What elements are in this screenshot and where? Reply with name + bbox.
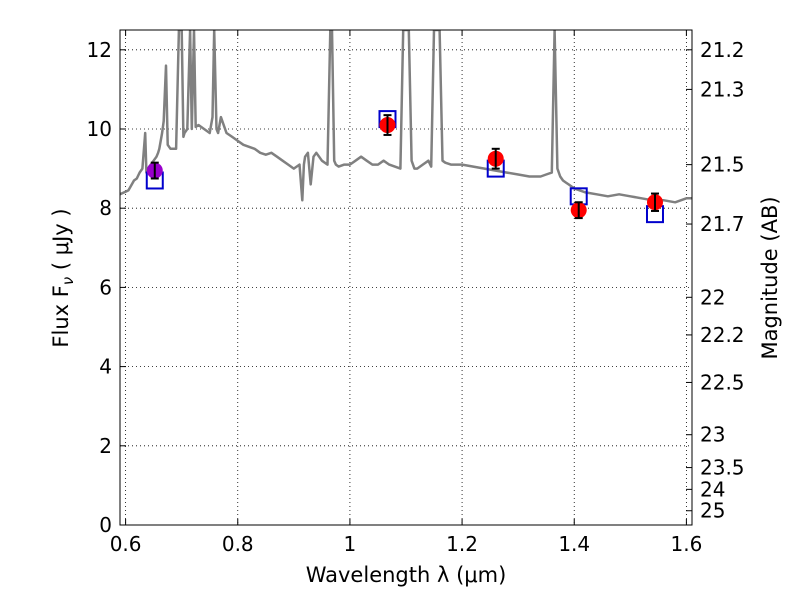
svg-text:Flux Fν ( μJy ): Flux Fν ( μJy ): [49, 208, 77, 347]
mag-tick-label: 21.3: [700, 77, 745, 101]
mag-tick-label: 21.2: [700, 38, 745, 62]
y-tick-label: 0: [99, 513, 112, 537]
mag-tick-label: 22: [700, 285, 725, 309]
y-tick-label: 4: [99, 355, 112, 379]
marker-layer: [145, 110, 664, 224]
y-axis-label-unit: ( μJy ): [49, 208, 73, 276]
x-tick-label: 1.2: [446, 532, 478, 556]
y2-axis-label: Magnitude (AB): [758, 196, 782, 359]
plot-background: [120, 30, 692, 525]
x-tick-label: 0.6: [110, 532, 142, 556]
plot-frame: [119, 29, 693, 526]
y-axis-label-subscript: ν: [59, 277, 77, 285]
y-axis-label-group: Flux Fν ( μJy ): [49, 208, 77, 347]
data-layer: [120, 30, 692, 204]
mag-tick-label: 22.2: [700, 323, 745, 347]
x-tick-label: 1.6: [670, 532, 702, 556]
mag-tick-label: 21.7: [700, 212, 745, 236]
mag-tick-label: 25: [700, 499, 725, 523]
mag-tick-label: 23.5: [700, 456, 745, 480]
y-tick-label: 8: [99, 196, 112, 220]
y-tick-label: 6: [99, 275, 112, 299]
x-tick-label: 1: [344, 532, 357, 556]
y-tick-label: 10: [87, 117, 112, 141]
y-axis-label: Flux F: [49, 285, 73, 347]
mag-tick-label: 23: [700, 423, 725, 447]
spectrum-line: [120, 30, 692, 204]
x-tick-label: 1.4: [558, 532, 590, 556]
mag-tick-label: 21.5: [700, 153, 745, 177]
y-tick-label: 12: [87, 38, 112, 62]
x-axis-label: Wavelength λ (μm): [306, 563, 507, 587]
mag-tick-label: 22.5: [700, 370, 745, 394]
x-tick-label: 0.8: [222, 532, 254, 556]
y-tick-label: 2: [99, 434, 112, 458]
mag-tick-label: 24: [700, 477, 725, 501]
